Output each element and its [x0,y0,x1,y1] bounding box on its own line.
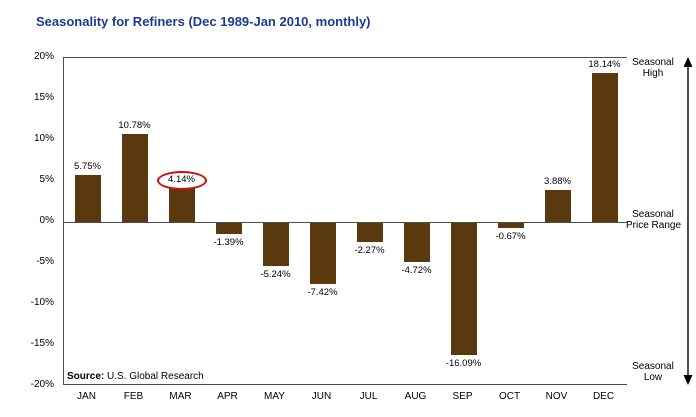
bar-value-label: 18.14% [588,59,621,71]
bar-value-label: 10.78% [118,119,151,131]
x-tick-label: DEC [592,391,615,402]
bar-nov [544,190,571,222]
x-tick-label: APR [217,391,238,402]
source-line: Source: U.S. Global Research [67,371,204,382]
chart-title: Seasonality for Refiners (Dec 1989-Jan 2… [36,14,371,29]
bar-value-label: 5.75% [74,160,101,172]
bar-value-label: -16.09% [445,357,482,369]
bar-oct [497,223,524,229]
bar-value-label: -7.42% [307,286,338,298]
x-tick-label: SEP [452,391,473,402]
annotation-seasonal-high: Seasonal High [632,57,674,79]
y-axis: 20% 15% 10% 5% 0% -5% -10% -15% -20% [0,51,58,390]
bar-value-label: -5.24% [260,268,291,280]
source-text: U.S. Global Research [107,371,204,382]
x-tick-label: MAR [169,391,192,402]
y-tick-label: 15% [33,92,54,103]
y-tick-label: -5% [36,256,54,267]
y-tick-label: -15% [30,338,54,349]
y-tick-label: 5% [39,174,54,185]
y-tick-label: 10% [33,133,54,144]
y-tick-label: -20% [30,379,54,390]
bar-may [262,223,289,266]
x-tick-label: FEB [123,391,144,402]
zero-line [64,222,627,223]
x-axis: JAN FEB MAR APR MAY JUN JUL AUG SEP OCT NOV DEC [63,391,627,405]
y-tick-label: -10% [30,297,54,308]
bar-sep [450,223,477,355]
x-tick-label: MAY [264,391,285,402]
bar-value-label: -1.39% [213,237,244,249]
x-tick-label: OCT [498,391,521,402]
y-tick-label: 20% [33,51,54,62]
x-tick-label: AUG [404,391,427,402]
x-tick-label: JAN [77,391,96,402]
annotation-seasonal-low: Seasonal Low [632,361,674,383]
x-tick-label: JUN [311,391,332,402]
highlight-ellipse [156,171,207,191]
bar-aug [403,223,430,262]
bar-feb [121,133,148,222]
bar-value-label: -4.72% [401,264,432,276]
bar-dec [591,73,618,222]
bar-jan [74,174,101,222]
bar-value-label: -0.67% [495,231,526,243]
plot-area: 5.75% 10.78% 4.14% -1.39% -5.24% -7.42% -2.27%… [63,57,627,385]
bar-jun [309,223,336,284]
bar-mar [168,188,195,222]
bar-apr [215,223,242,235]
x-tick-label: NOV [545,391,568,402]
bar-jul [356,223,383,242]
y-tick-label: 0% [39,215,54,226]
annotation-seasonal-price-range: Seasonal Price Range [626,209,682,231]
x-tick-label: JUL [359,391,378,402]
source-label: Source: [67,371,105,382]
bar-value-label: 3.88% [544,176,571,188]
bar-value-label: -2.27% [354,244,385,256]
seasonal-range-arrow-icon [683,57,693,385]
